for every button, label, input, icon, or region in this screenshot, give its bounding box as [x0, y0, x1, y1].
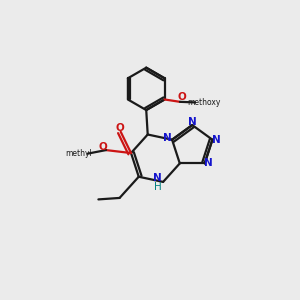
- Text: N: N: [153, 173, 162, 183]
- Text: methoxy: methoxy: [188, 98, 221, 107]
- Text: methyl: methyl: [65, 149, 92, 158]
- Text: N: N: [188, 116, 197, 127]
- Text: O: O: [98, 142, 107, 152]
- Text: H: H: [154, 182, 162, 192]
- Text: N: N: [212, 135, 220, 145]
- Text: N: N: [204, 158, 213, 168]
- Text: O: O: [178, 92, 186, 102]
- Text: O: O: [116, 123, 124, 133]
- Text: N: N: [163, 133, 172, 143]
